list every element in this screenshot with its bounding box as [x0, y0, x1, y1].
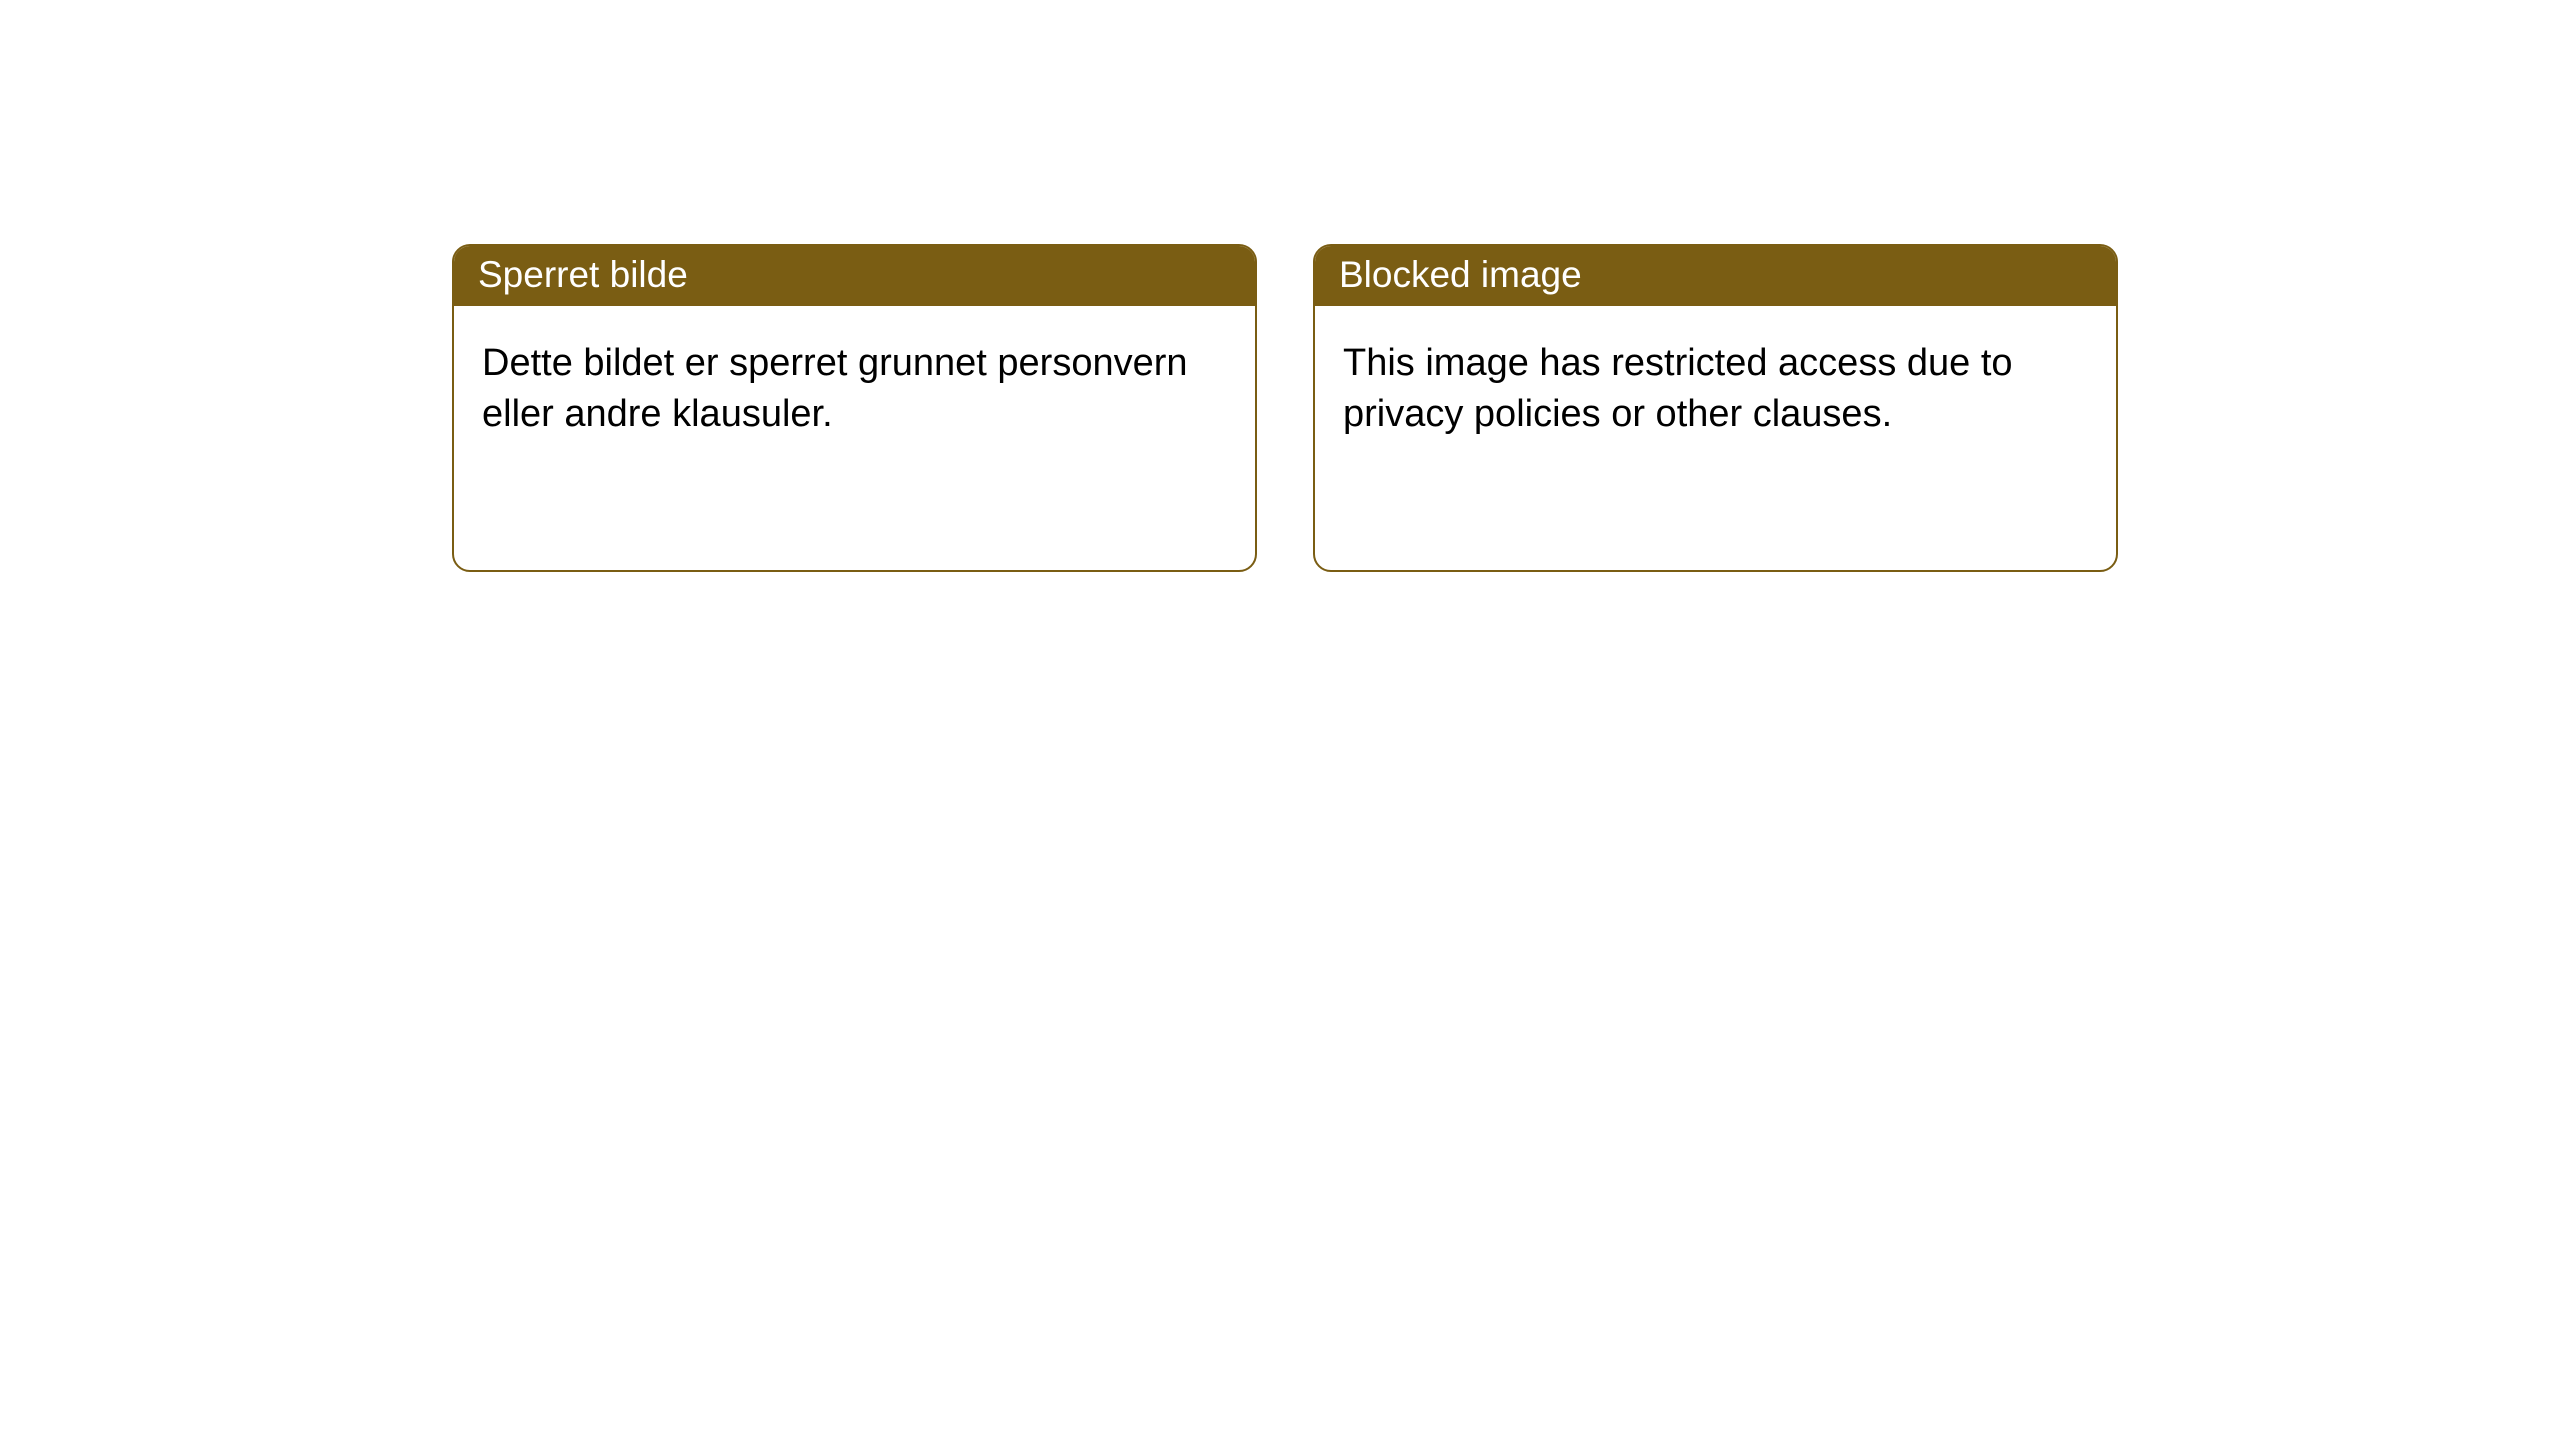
notice-card-english: Blocked image This image has restricted … — [1313, 244, 2118, 572]
card-title: Blocked image — [1339, 254, 1582, 295]
card-header: Blocked image — [1315, 246, 2116, 306]
card-body: Dette bildet er sperret grunnet personve… — [454, 306, 1255, 570]
card-body-text: Dette bildet er sperret grunnet personve… — [482, 342, 1188, 435]
card-body: This image has restricted access due to … — [1315, 306, 2116, 570]
notice-container: Sperret bilde Dette bildet er sperret gr… — [0, 0, 2560, 572]
card-body-text: This image has restricted access due to … — [1343, 342, 2013, 435]
notice-card-norwegian: Sperret bilde Dette bildet er sperret gr… — [452, 244, 1257, 572]
card-header: Sperret bilde — [454, 246, 1255, 306]
card-title: Sperret bilde — [478, 254, 688, 295]
